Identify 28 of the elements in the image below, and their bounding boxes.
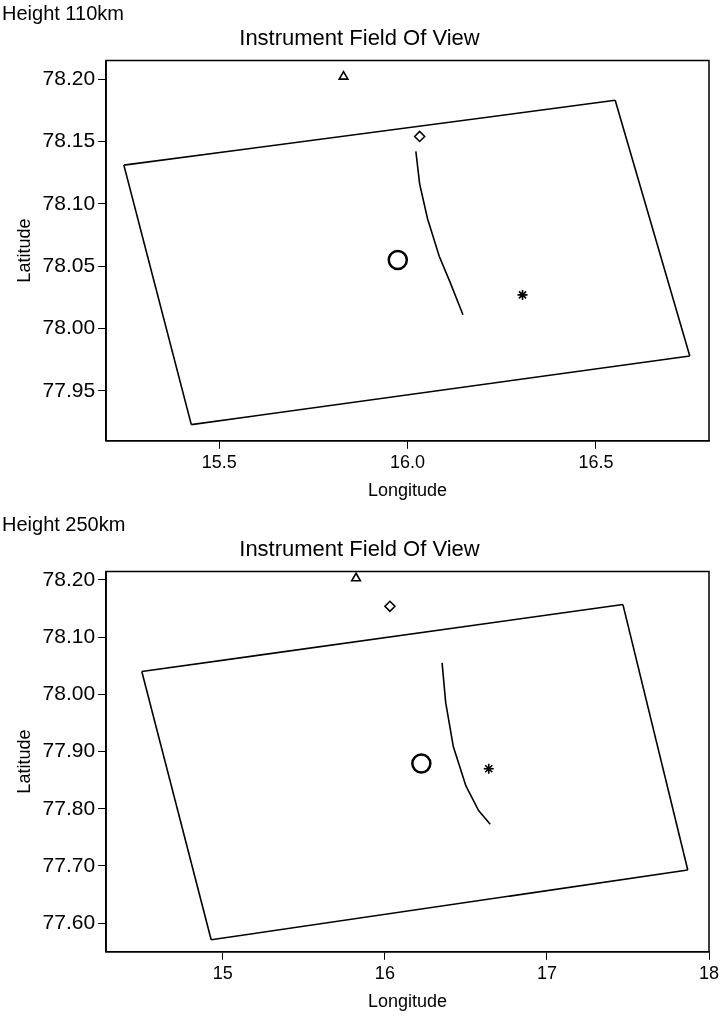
y-tick-label: 78.15 xyxy=(42,128,96,152)
chart-title: Instrument Field Of View xyxy=(239,25,480,51)
x-tick-label: 16.5 xyxy=(578,451,614,472)
y-tick-label: 78.00 xyxy=(42,681,96,705)
y-axis-title: Latitude xyxy=(13,218,34,283)
x-tick-label: 16 xyxy=(374,962,395,983)
x-axis-title: Longitude xyxy=(368,991,448,1012)
text: Height 250km xyxy=(2,513,126,536)
y-tick-label: 78.05 xyxy=(42,252,96,276)
y-tick-label: 78.20 xyxy=(42,65,96,89)
y-tick-label: 78.10 xyxy=(42,190,96,214)
y-axis-title: Latitude xyxy=(13,729,34,794)
x-tick-label: 17 xyxy=(536,962,557,983)
y-tick-label: 78.10 xyxy=(42,623,96,647)
y-tick-label: 77.70 xyxy=(42,852,96,876)
chart-title: Instrument Field Of View xyxy=(239,536,480,562)
text: Height 110km xyxy=(2,2,124,25)
x-tick-label: 15 xyxy=(212,962,233,983)
x-axis-title: Longitude xyxy=(368,480,448,501)
x-tick-label: 15.5 xyxy=(201,451,237,472)
y-tick-label: 78.20 xyxy=(42,566,96,590)
y-tick-label: 77.80 xyxy=(42,795,96,819)
y-tick-label: 77.95 xyxy=(42,377,96,401)
x-tick-label: 18 xyxy=(698,962,720,983)
y-tick-label: 77.60 xyxy=(42,910,96,933)
x-tick-label: 16.0 xyxy=(390,451,426,472)
y-tick-label: 78.00 xyxy=(42,315,96,339)
y-tick-label: 77.90 xyxy=(42,738,96,762)
